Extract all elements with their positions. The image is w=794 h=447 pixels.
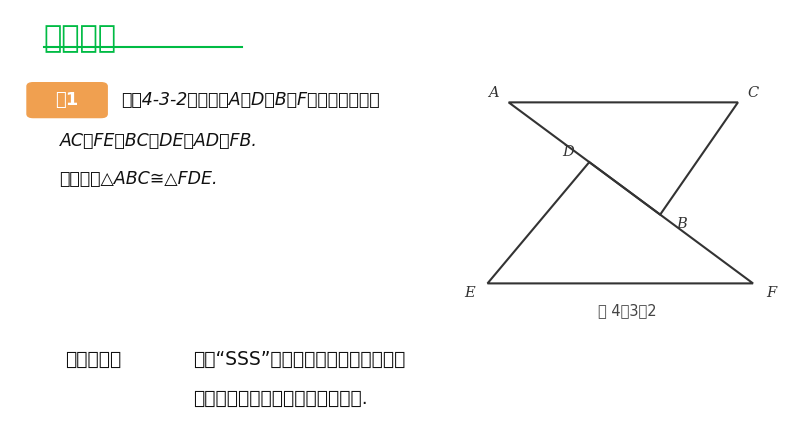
FancyBboxPatch shape: [27, 83, 107, 118]
Text: 紧扣“SSS”找出两个三角形中三边对应: 紧扣“SSS”找出两个三角形中三边对应: [193, 350, 405, 369]
Text: 解题秘方：: 解题秘方：: [65, 350, 121, 369]
Text: C: C: [747, 86, 758, 100]
Text: 感悟新知: 感悟新知: [44, 25, 117, 54]
Text: 如图4-3-2，已知点A，D，B，F在一条直线上，: 如图4-3-2，已知点A，D，B，F在一条直线上，: [121, 91, 380, 109]
Text: 图 4－3－2: 图 4－3－2: [598, 303, 657, 318]
Text: AC＝FE，BC＝DE，AD＝FB.: AC＝FE，BC＝DE，AD＝FB.: [60, 132, 257, 150]
Text: D: D: [562, 145, 574, 160]
Text: 试说明：△ABC≅△FDE.: 试说明：△ABC≅△FDE.: [60, 170, 218, 188]
Text: B: B: [676, 217, 687, 231]
Text: 相等的条件来判定两个三角形全等.: 相等的条件来判定两个三角形全等.: [193, 389, 368, 408]
Text: A: A: [488, 86, 499, 100]
Text: 例1: 例1: [55, 91, 79, 109]
Text: F: F: [766, 286, 777, 300]
Text: E: E: [464, 286, 475, 300]
